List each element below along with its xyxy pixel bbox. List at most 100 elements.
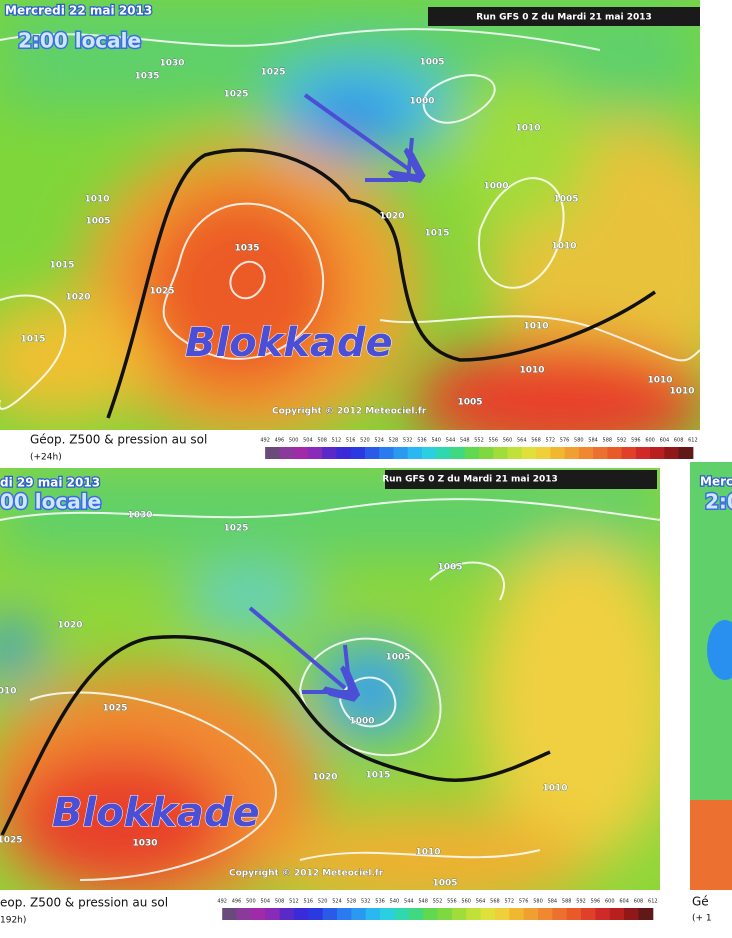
scale-swatch xyxy=(507,447,523,459)
scale-label: 608 xyxy=(674,438,684,444)
scale-swatch xyxy=(293,447,309,459)
isobar-label: 1025 xyxy=(223,524,248,534)
scale-swatch xyxy=(407,447,423,459)
scale-swatch xyxy=(550,447,566,459)
scale-swatch xyxy=(293,908,309,920)
scale-swatch xyxy=(609,908,625,920)
caption: Géop. Z500 & pression au sol xyxy=(30,433,207,447)
isobar-label: 1005 xyxy=(85,217,110,227)
scale-label: 512 xyxy=(332,438,342,444)
scale-swatch xyxy=(621,447,637,459)
isobar-label: 1010 xyxy=(519,366,544,376)
scale-swatch xyxy=(351,908,367,920)
scale-label: 572 xyxy=(505,899,515,905)
scale-label: 548 xyxy=(460,438,470,444)
scale-swatch xyxy=(436,447,451,459)
scale-swatch xyxy=(364,447,380,459)
isobar-label: 1010 xyxy=(551,242,576,252)
scale-label: 600 xyxy=(645,438,655,444)
scale-label: 580 xyxy=(533,899,543,905)
scale-swatch xyxy=(494,908,510,920)
scale-swatch xyxy=(509,908,525,920)
scale-label: 508 xyxy=(317,438,327,444)
scale-label: 560 xyxy=(503,438,513,444)
scale-swatch xyxy=(308,908,324,920)
scale-swatch xyxy=(437,908,453,920)
scale-label: 588 xyxy=(603,438,613,444)
scale-swatch xyxy=(480,908,496,920)
scale-swatch xyxy=(479,447,494,459)
scale-swatch xyxy=(380,908,395,920)
scale-label: 544 xyxy=(446,438,456,444)
isobar-label: 1000 xyxy=(409,97,434,107)
isobar-label: 1025 xyxy=(102,704,127,714)
scale-label: 552 xyxy=(433,899,443,905)
isobar-label: 1025 xyxy=(0,836,23,846)
scale-swatch xyxy=(279,447,295,459)
isobar-label: 1005 xyxy=(419,58,444,68)
isobar-label: 1030 xyxy=(159,59,184,69)
scale-label: 548 xyxy=(418,899,428,905)
scale-label: 604 xyxy=(660,438,670,444)
map-panel xyxy=(690,462,732,890)
scale-label: 604 xyxy=(619,899,629,905)
scale-label: 592 xyxy=(617,438,627,444)
forecast-date: Mercredi 22 mai 2013 xyxy=(5,4,152,18)
scale-label: 580 xyxy=(574,438,584,444)
scale-swatch xyxy=(265,908,281,920)
scale-label: 516 xyxy=(304,899,314,905)
isobar-label: 1035 xyxy=(234,244,259,254)
local-time: 2:00 locale xyxy=(18,29,141,53)
caption: eop. Z500 & pression au sol xyxy=(0,896,168,910)
isobar-label: 1035 xyxy=(134,72,159,82)
scale-label: 540 xyxy=(390,899,400,905)
scale-label: 512 xyxy=(289,899,299,905)
scale-label: 588 xyxy=(562,899,572,905)
isobar-label: 1015 xyxy=(20,335,45,345)
scale-swatch xyxy=(336,447,352,459)
scale-swatch xyxy=(322,908,338,920)
isobar-label: 1030 xyxy=(127,511,152,521)
model-run: Run GFS 0 Z du Mardi 21 mai 2013 xyxy=(476,13,652,23)
scale-label: 504 xyxy=(260,899,270,905)
copyright: Copyright © 2012 Meteociel.fr xyxy=(229,869,384,879)
scale-swatch xyxy=(393,447,409,459)
isobar-label: 1030 xyxy=(132,839,157,849)
scale-label: 496 xyxy=(232,899,242,905)
scale-label: 544 xyxy=(404,899,414,905)
blocking-annotation: Blokkade xyxy=(185,320,393,366)
model-run: Run GFS 0 Z du Mardi 21 mai 2013 xyxy=(382,475,558,485)
scale-swatch xyxy=(322,447,337,459)
scale-swatch xyxy=(408,908,424,920)
lead-time: 192h) xyxy=(0,916,26,926)
isobar-label: 1000 xyxy=(483,182,508,192)
scale-swatch xyxy=(638,908,654,920)
lead-time: (+24h) xyxy=(30,453,62,463)
isobar-label: 1010 xyxy=(515,124,540,134)
scale-swatch xyxy=(265,447,280,459)
scale-label: 532 xyxy=(403,438,413,444)
scale-label: 592 xyxy=(576,899,586,905)
scale-swatch xyxy=(607,447,623,459)
isobar-label: 1015 xyxy=(365,771,390,781)
scale-swatch xyxy=(624,908,639,920)
blocking-annotation: Blokkade xyxy=(52,790,260,836)
scale-swatch xyxy=(523,908,539,920)
scale-label: 564 xyxy=(476,899,486,905)
caption: Gé xyxy=(692,895,709,909)
scale-label: 612 xyxy=(688,438,698,444)
local-time: 2:0 xyxy=(705,490,732,514)
isobar-label: 1020 xyxy=(312,773,337,783)
isobar-label: 1005 xyxy=(385,653,410,663)
isobar-label: 1010 xyxy=(647,376,672,386)
scale-swatch xyxy=(337,908,352,920)
scale-label: 596 xyxy=(591,899,601,905)
scale-label: 524 xyxy=(332,899,342,905)
lead-time: (+ 1 xyxy=(692,914,712,924)
scale-label: 500 xyxy=(246,899,256,905)
scale-label: 568 xyxy=(531,438,541,444)
isobar-label: 1025 xyxy=(260,68,285,78)
blank-area xyxy=(700,0,732,430)
scale-swatch xyxy=(464,447,480,459)
